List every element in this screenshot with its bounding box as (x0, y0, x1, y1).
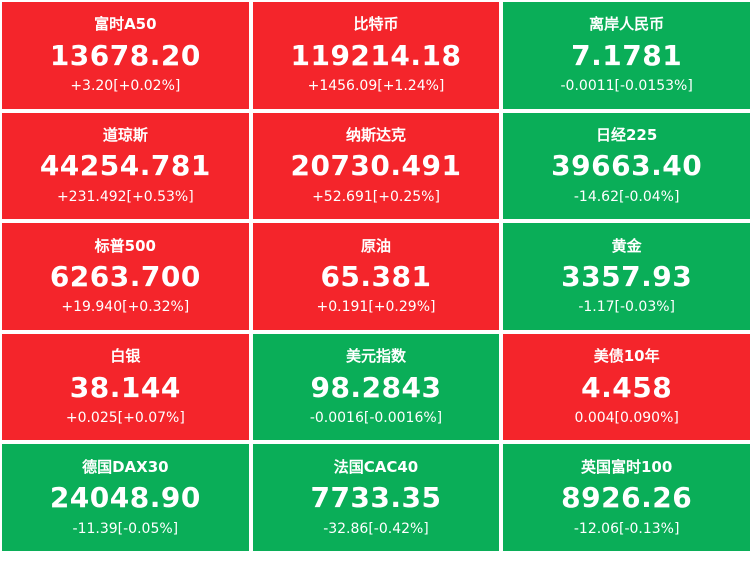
market-tile-dow-jones[interactable]: 道琼斯 44254.781 +231.492[+0.53%] (2, 112, 249, 220)
market-name: 离岸人民币 (589, 15, 665, 34)
market-name: 英国富时100 (581, 457, 673, 476)
market-change: 0.004[0.090%] (574, 409, 679, 426)
market-name: 白银 (110, 347, 141, 366)
market-name: 美元指数 (345, 347, 406, 366)
market-value: 38.144 (69, 370, 181, 404)
market-change: +19.940[+0.32%] (61, 299, 190, 316)
market-value: 119214.18 (290, 38, 462, 72)
market-value: 7.1781 (571, 38, 683, 72)
market-name: 道琼斯 (102, 125, 148, 144)
market-tile-nasdaq[interactable]: 纳斯达克 20730.491 +52.691[+0.25%] (252, 112, 500, 220)
market-value: 65.381 (320, 259, 432, 293)
market-value: 98.2843 (310, 370, 442, 404)
market-change: +3.20[+0.02%] (70, 78, 181, 95)
market-tile-ftse-100[interactable]: 英国富时100 8926.26 -12.06[-0.13%] (503, 444, 750, 551)
market-name: 比特币 (353, 15, 399, 34)
market-change: +52.691[+0.25%] (312, 188, 440, 205)
market-name: 原油 (360, 236, 391, 255)
market-change: +231.492[+0.53%] (56, 188, 194, 205)
market-tile-bitcoin[interactable]: 比特币 119214.18 +1456.09[+1.24%] (252, 2, 500, 109)
market-value: 8926.26 (561, 481, 693, 515)
market-tile-offshore-rmb[interactable]: 离岸人民币 7.1781 -0.0011[-0.0153%] (503, 2, 750, 109)
market-name: 日经225 (596, 125, 658, 144)
market-tile-gold[interactable]: 黄金 3357.93 -1.17[-0.03%] (503, 223, 750, 330)
market-name: 德国DAX30 (82, 457, 169, 476)
market-tile-us-10y-treasury[interactable]: 美债10年 4.458 0.004[0.090%] (503, 333, 750, 441)
market-value: 4.458 (581, 370, 673, 404)
market-value: 3357.93 (561, 259, 693, 293)
market-tile-sp500[interactable]: 标普500 6263.700 +19.940[+0.32%] (2, 223, 249, 330)
market-value: 13678.20 (49, 38, 201, 72)
market-change: -32.86[-0.42%] (323, 520, 429, 537)
market-name: 富时A50 (94, 15, 157, 34)
market-value: 20730.491 (290, 149, 462, 183)
market-change: +0.191[+0.29%] (316, 299, 436, 316)
market-value: 7733.35 (310, 481, 442, 515)
market-tile-ftse-a50[interactable]: 富时A50 13678.20 +3.20[+0.02%] (2, 2, 249, 109)
market-value: 39663.40 (551, 149, 703, 183)
market-change: +1456.09[+1.24%] (307, 78, 445, 95)
market-tile-dax30[interactable]: 德国DAX30 24048.90 -11.39[-0.05%] (2, 444, 249, 551)
market-name: 美债10年 (593, 347, 660, 366)
market-value: 6263.700 (49, 259, 201, 293)
market-name: 标普500 (94, 236, 156, 255)
market-value: 44254.781 (39, 149, 211, 183)
market-change: -14.62[-0.04%] (573, 188, 680, 205)
market-change: -0.0011[-0.0153%] (560, 78, 693, 95)
market-value: 24048.90 (49, 481, 201, 515)
market-tile-usd-index[interactable]: 美元指数 98.2843 -0.0016[-0.0016%] (252, 333, 500, 441)
market-change: -0.0016[-0.0016%] (309, 409, 443, 426)
market-tile-silver[interactable]: 白银 38.144 +0.025[+0.07%] (2, 333, 249, 441)
market-name: 纳斯达克 (345, 125, 406, 144)
market-change: -12.06[-0.13%] (573, 520, 680, 537)
market-change: -1.17[-0.03%] (578, 299, 675, 316)
market-change: +0.025[+0.07%] (65, 409, 185, 426)
market-name: 黄金 (611, 236, 642, 255)
market-name: 法国CAC40 (333, 457, 419, 476)
market-change: -11.39[-0.05%] (72, 520, 179, 537)
market-tile-crude-oil[interactable]: 原油 65.381 +0.191[+0.29%] (252, 223, 500, 330)
market-tile-cac40[interactable]: 法国CAC40 7733.35 -32.86[-0.42%] (252, 444, 500, 551)
market-tile-nikkei-225[interactable]: 日经225 39663.40 -14.62[-0.04%] (503, 112, 750, 220)
